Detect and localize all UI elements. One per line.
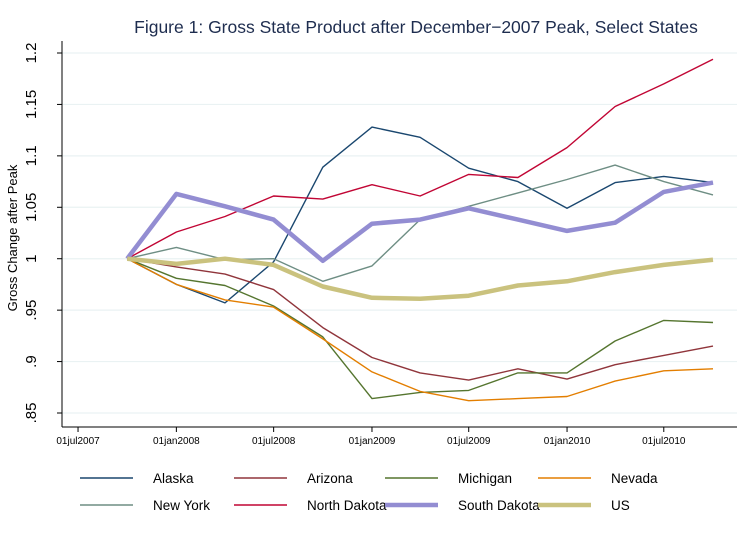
legend-item-michigan: Michigan [385,471,512,486]
legend-label: Michigan [458,471,512,486]
y-tick-label: .9 [23,355,40,368]
y-tick-label: .95 [23,300,40,321]
series-line-michigan [126,258,714,400]
series-line-alaska [126,126,714,304]
series-line-new-york [127,164,714,282]
x-tick-label: 01jan2010 [544,436,591,447]
y-tick-label: 1.2 [23,43,40,64]
series-line-north-dakota [126,58,714,260]
legend-label: South Dakota [458,498,540,513]
y-tick-label: 1 [23,255,40,263]
legend-label: Nevada [611,471,658,486]
y-tick-label: .85 [23,403,40,424]
legend-label: Alaska [153,471,194,486]
legend-item-arizona: Arizona [234,471,353,486]
legend-item-north-dakota: North Dakota [234,498,387,513]
x-tick-label: 01jul2008 [252,436,296,447]
legend-item-nevada: Nevada [538,471,658,486]
series-line-nevada [126,258,714,402]
y-tick-label: 1.1 [23,145,40,166]
x-tick-label: 01jul2009 [447,436,491,447]
series-line-south-dakota [125,180,714,264]
chart-title: Figure 1: Gross State Product after Dece… [134,17,698,37]
x-tick-label: 01jul2010 [642,436,686,447]
x-tick-label: 01jan2008 [153,436,200,447]
legend-item-us: US [538,498,630,513]
x-tick-label: 01jul2007 [56,436,100,447]
legend-label: Arizona [307,471,353,486]
legend-label: US [611,498,630,513]
y-tick-label: 1.15 [23,90,40,119]
series-line-arizona [127,258,714,381]
legend-item-new-york: New York [80,498,210,513]
legend-item-south-dakota: South Dakota [385,498,540,513]
legend-item-alaska: Alaska [80,471,194,486]
series-line-us [126,256,714,302]
legend-box [61,458,738,528]
y-tick-label: 1.05 [23,193,40,222]
legend-label: New York [153,498,210,513]
x-tick-label: 01jan2009 [349,436,396,447]
legend-label: North Dakota [307,498,387,513]
y-axis-label: Gross Change after Peak [5,164,20,311]
